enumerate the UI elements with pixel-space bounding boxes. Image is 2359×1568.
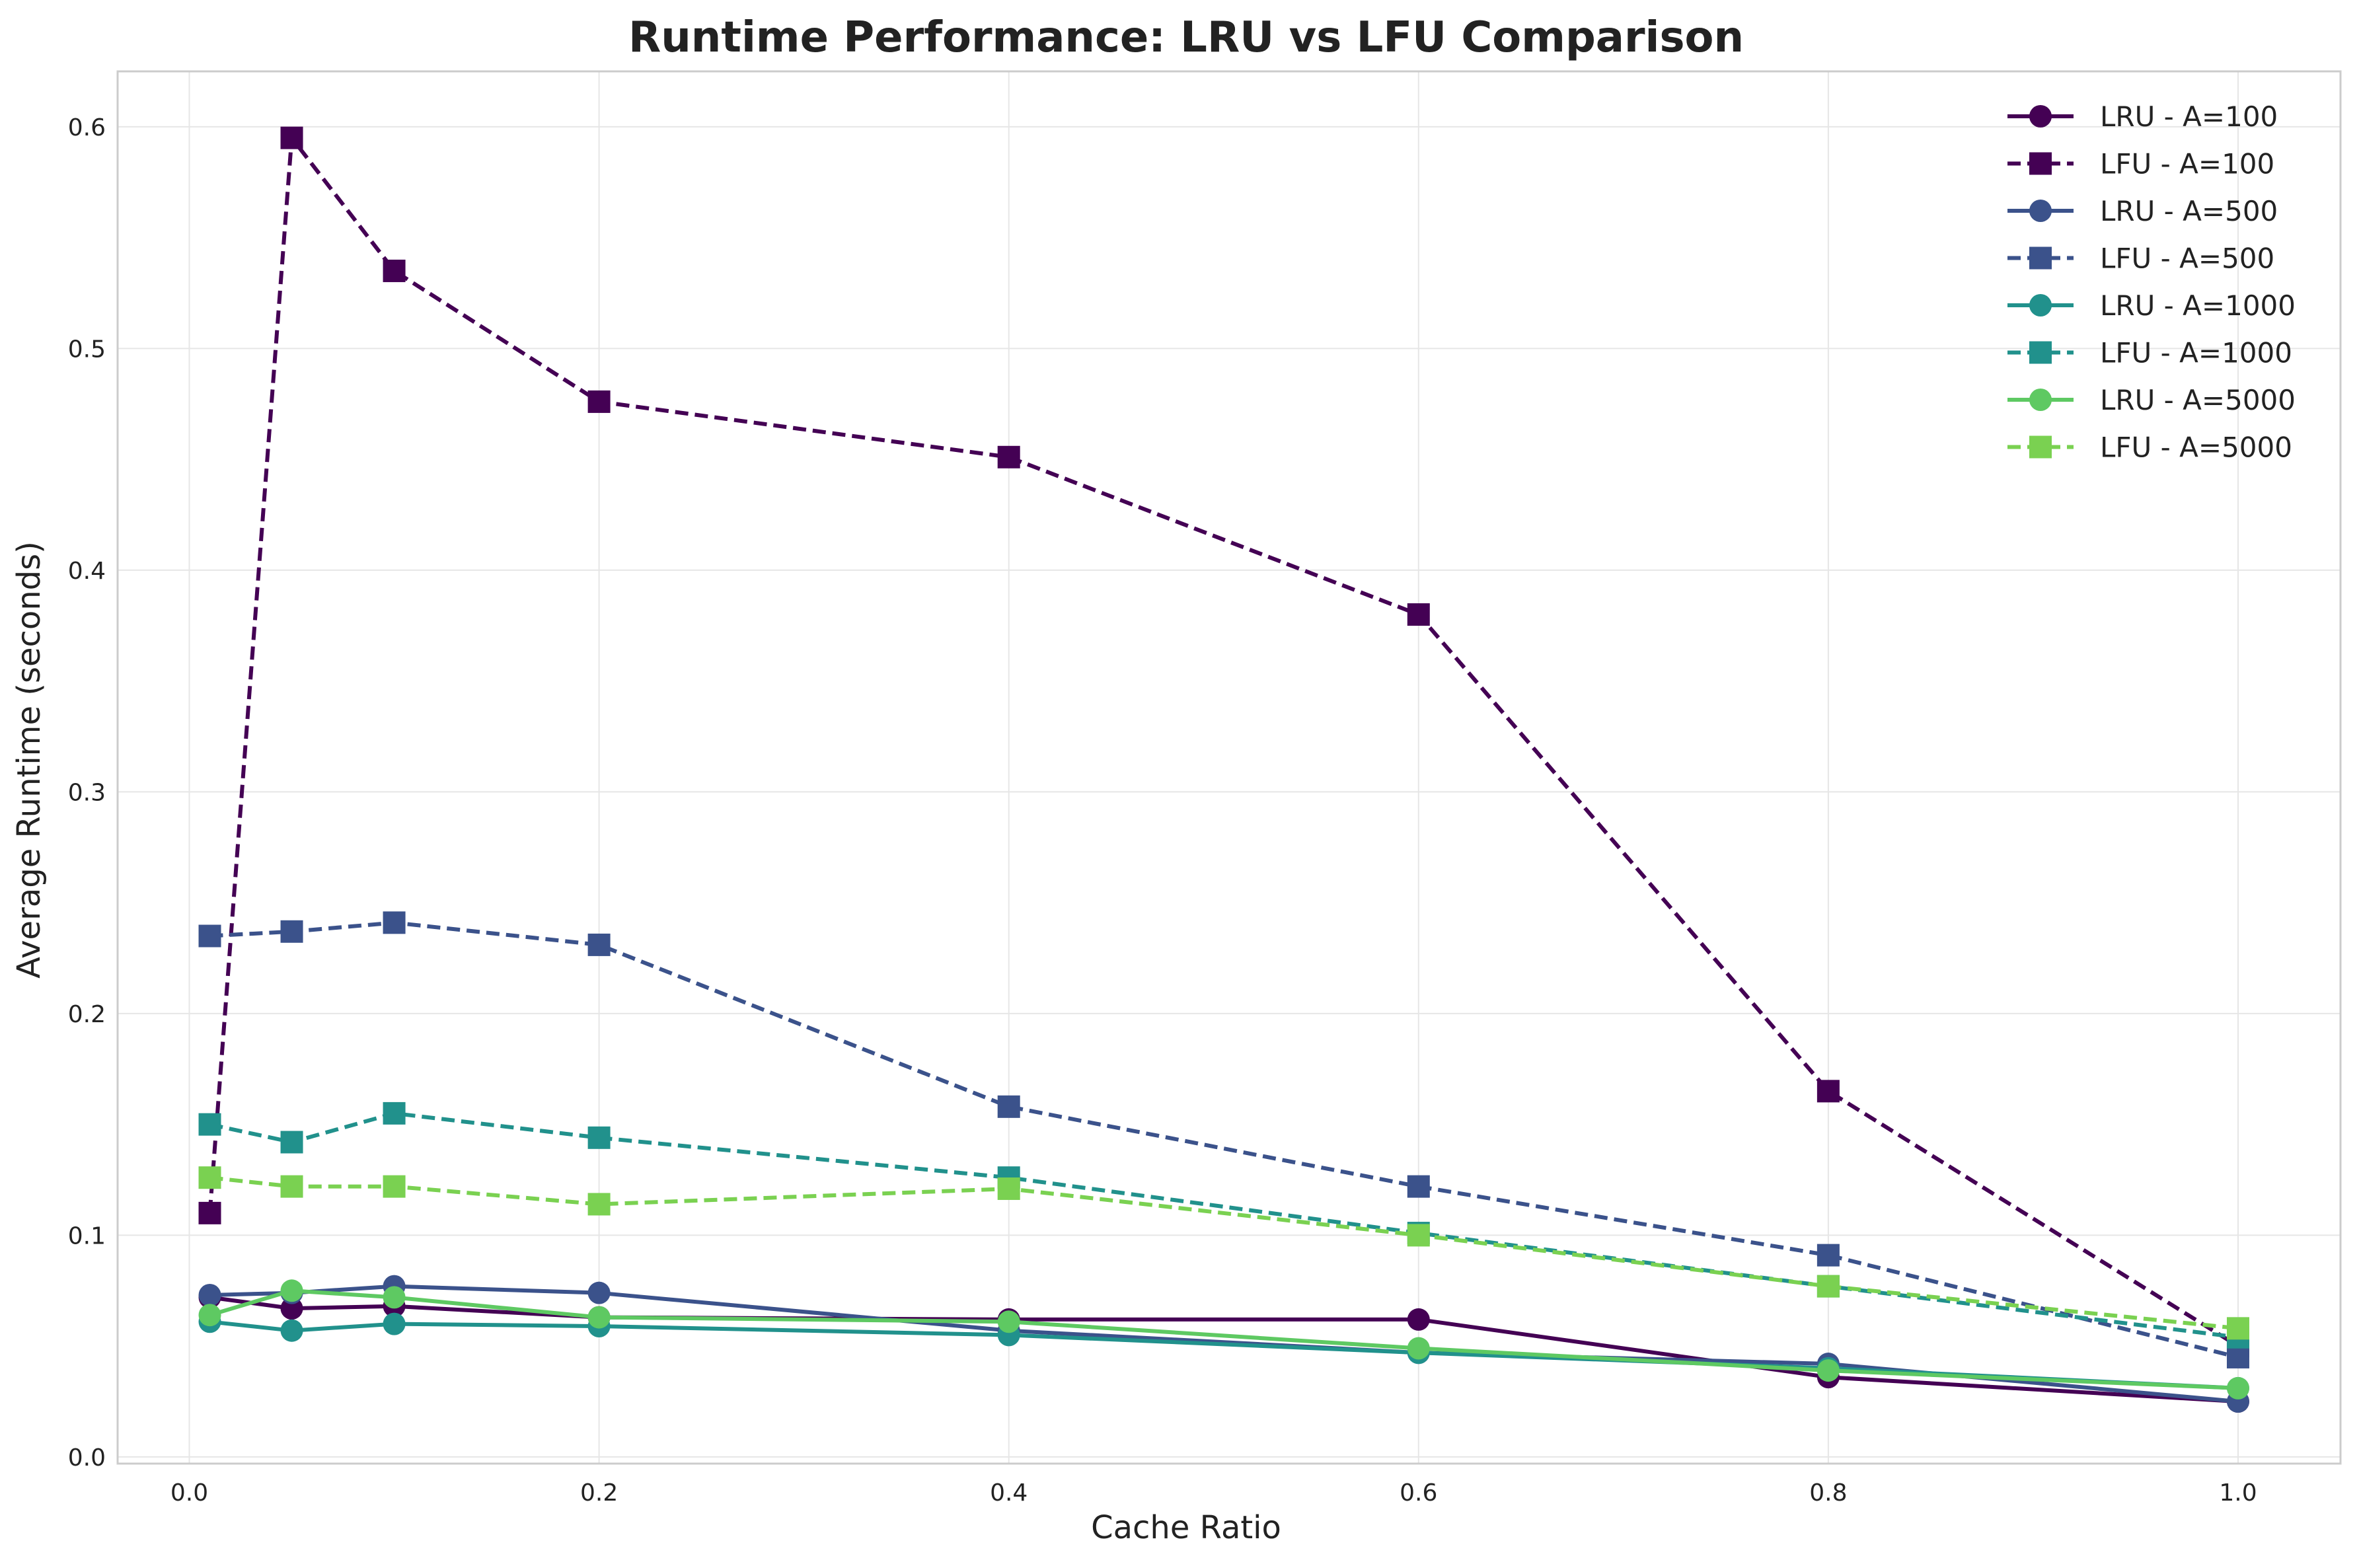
data-point — [1816, 1244, 1840, 1267]
legend-item: LFU - A=500 — [2007, 243, 2274, 275]
legend-label: LFU - A=5000 — [2100, 431, 2292, 464]
x-tick-label: 0.6 — [1400, 1479, 1437, 1507]
legend-label: LRU - A=500 — [2100, 195, 2278, 227]
legend-label: LFU - A=100 — [2100, 148, 2274, 180]
data-point — [1816, 1275, 1840, 1298]
legend-marker — [2029, 105, 2052, 128]
data-point — [280, 920, 303, 943]
data-point — [383, 1286, 406, 1309]
data-point — [198, 1304, 221, 1327]
data-point — [280, 1319, 303, 1342]
data-point — [587, 1193, 611, 1216]
series-line — [209, 1176, 2239, 1331]
data-point — [383, 1101, 406, 1125]
data-point — [1407, 1224, 1430, 1247]
data-point — [198, 924, 221, 948]
data-point — [198, 1166, 221, 1189]
series-4 — [198, 911, 2249, 1368]
legend-label: LRU - A=100 — [2100, 100, 2278, 133]
data-point — [280, 1175, 303, 1198]
legend-item: LRU - A=5000 — [2007, 384, 2296, 416]
data-point — [997, 1310, 1020, 1333]
data-point — [1407, 603, 1430, 626]
data-point — [587, 1126, 611, 1149]
tick-labels: 0.0 0.2 0.4 0.6 0.8 1.0 0.0 0.1 0.2 0.3 0.4 0.5 0.6 — [68, 114, 2257, 1507]
data-point — [198, 1201, 221, 1224]
y-tick-label: 0.4 — [68, 558, 106, 585]
data-point — [587, 1306, 611, 1329]
data-point — [280, 126, 303, 149]
gridlines — [118, 71, 2340, 1464]
y-tick-label: 0.3 — [68, 779, 106, 806]
y-axis-label: Average Runtime (seconds) — [11, 541, 48, 979]
legend-item: LRU - A=100 — [2007, 100, 2278, 133]
y-tick-label: 0.6 — [68, 114, 106, 141]
legend-item: LRU - A=500 — [2007, 195, 2278, 227]
chart-title: Runtime Performance: LRU vs LFU Comparis… — [628, 13, 1744, 62]
data-point — [997, 1095, 1020, 1118]
series-group — [198, 126, 2249, 1413]
x-tick-label: 1.0 — [2219, 1479, 2257, 1507]
series-7 — [198, 1279, 2249, 1400]
legend-label: LFU - A=1000 — [2100, 337, 2292, 369]
data-point — [280, 1131, 303, 1154]
y-tick-label: 0.2 — [68, 1001, 106, 1028]
legend-item: LFU - A=1000 — [2007, 337, 2292, 369]
data-point — [587, 390, 611, 413]
legend-item: LFU - A=5000 — [2007, 431, 2292, 464]
series-line — [209, 1288, 2239, 1390]
series-2 — [198, 126, 2249, 1358]
legend-marker — [2029, 435, 2052, 459]
series-8 — [198, 1166, 2249, 1340]
data-point — [997, 1177, 1020, 1200]
x-tick-label: 0.4 — [990, 1479, 1028, 1507]
plot-area-frame — [116, 70, 2342, 1465]
legend-item: LFU - A=100 — [2007, 148, 2274, 180]
data-point — [383, 911, 406, 934]
data-point — [280, 1297, 303, 1320]
legend-label: LFU - A=500 — [2100, 243, 2274, 275]
data-point — [587, 1281, 611, 1304]
data-point — [997, 445, 1020, 468]
legend-item: LRU - A=1000 — [2007, 289, 2296, 322]
legend-marker — [2029, 341, 2052, 364]
y-tick-label: 0.0 — [68, 1444, 106, 1472]
data-point — [1816, 1359, 1840, 1382]
data-point — [1407, 1337, 1430, 1360]
legend: LRU - A=100 LFU - A=100 LRU - A=500 LFU - A… — [2007, 100, 2296, 464]
legend-marker — [2029, 294, 2052, 317]
legend-marker — [2029, 152, 2052, 175]
data-point — [2226, 1345, 2249, 1368]
series-line — [209, 920, 2239, 1359]
y-tick-label: 0.1 — [68, 1222, 106, 1250]
data-point — [198, 1113, 221, 1136]
legend-label: LRU - A=5000 — [2100, 384, 2296, 416]
x-tick-label: 0.8 — [1809, 1479, 1847, 1507]
data-point — [1816, 1080, 1840, 1103]
data-point — [280, 1279, 303, 1302]
legend-label: LRU - A=1000 — [2100, 289, 2296, 322]
legend-marker — [2029, 200, 2052, 222]
series-line — [207, 135, 2239, 1348]
y-tick-label: 0.5 — [68, 336, 106, 363]
data-point — [1407, 1175, 1430, 1198]
data-point — [2226, 1317, 2249, 1340]
x-tick-label: 0.0 — [170, 1479, 208, 1507]
data-point — [383, 259, 406, 282]
data-point — [383, 1175, 406, 1198]
data-point — [383, 1312, 406, 1335]
legend-marker — [2029, 389, 2052, 411]
x-tick-label: 0.2 — [580, 1479, 618, 1507]
data-point — [587, 933, 611, 956]
data-point — [1407, 1308, 1430, 1331]
x-axis-label: Cache Ratio — [1091, 1509, 1281, 1546]
data-point — [2226, 1376, 2249, 1400]
data-point — [198, 1284, 221, 1307]
legend-marker — [2029, 246, 2052, 270]
